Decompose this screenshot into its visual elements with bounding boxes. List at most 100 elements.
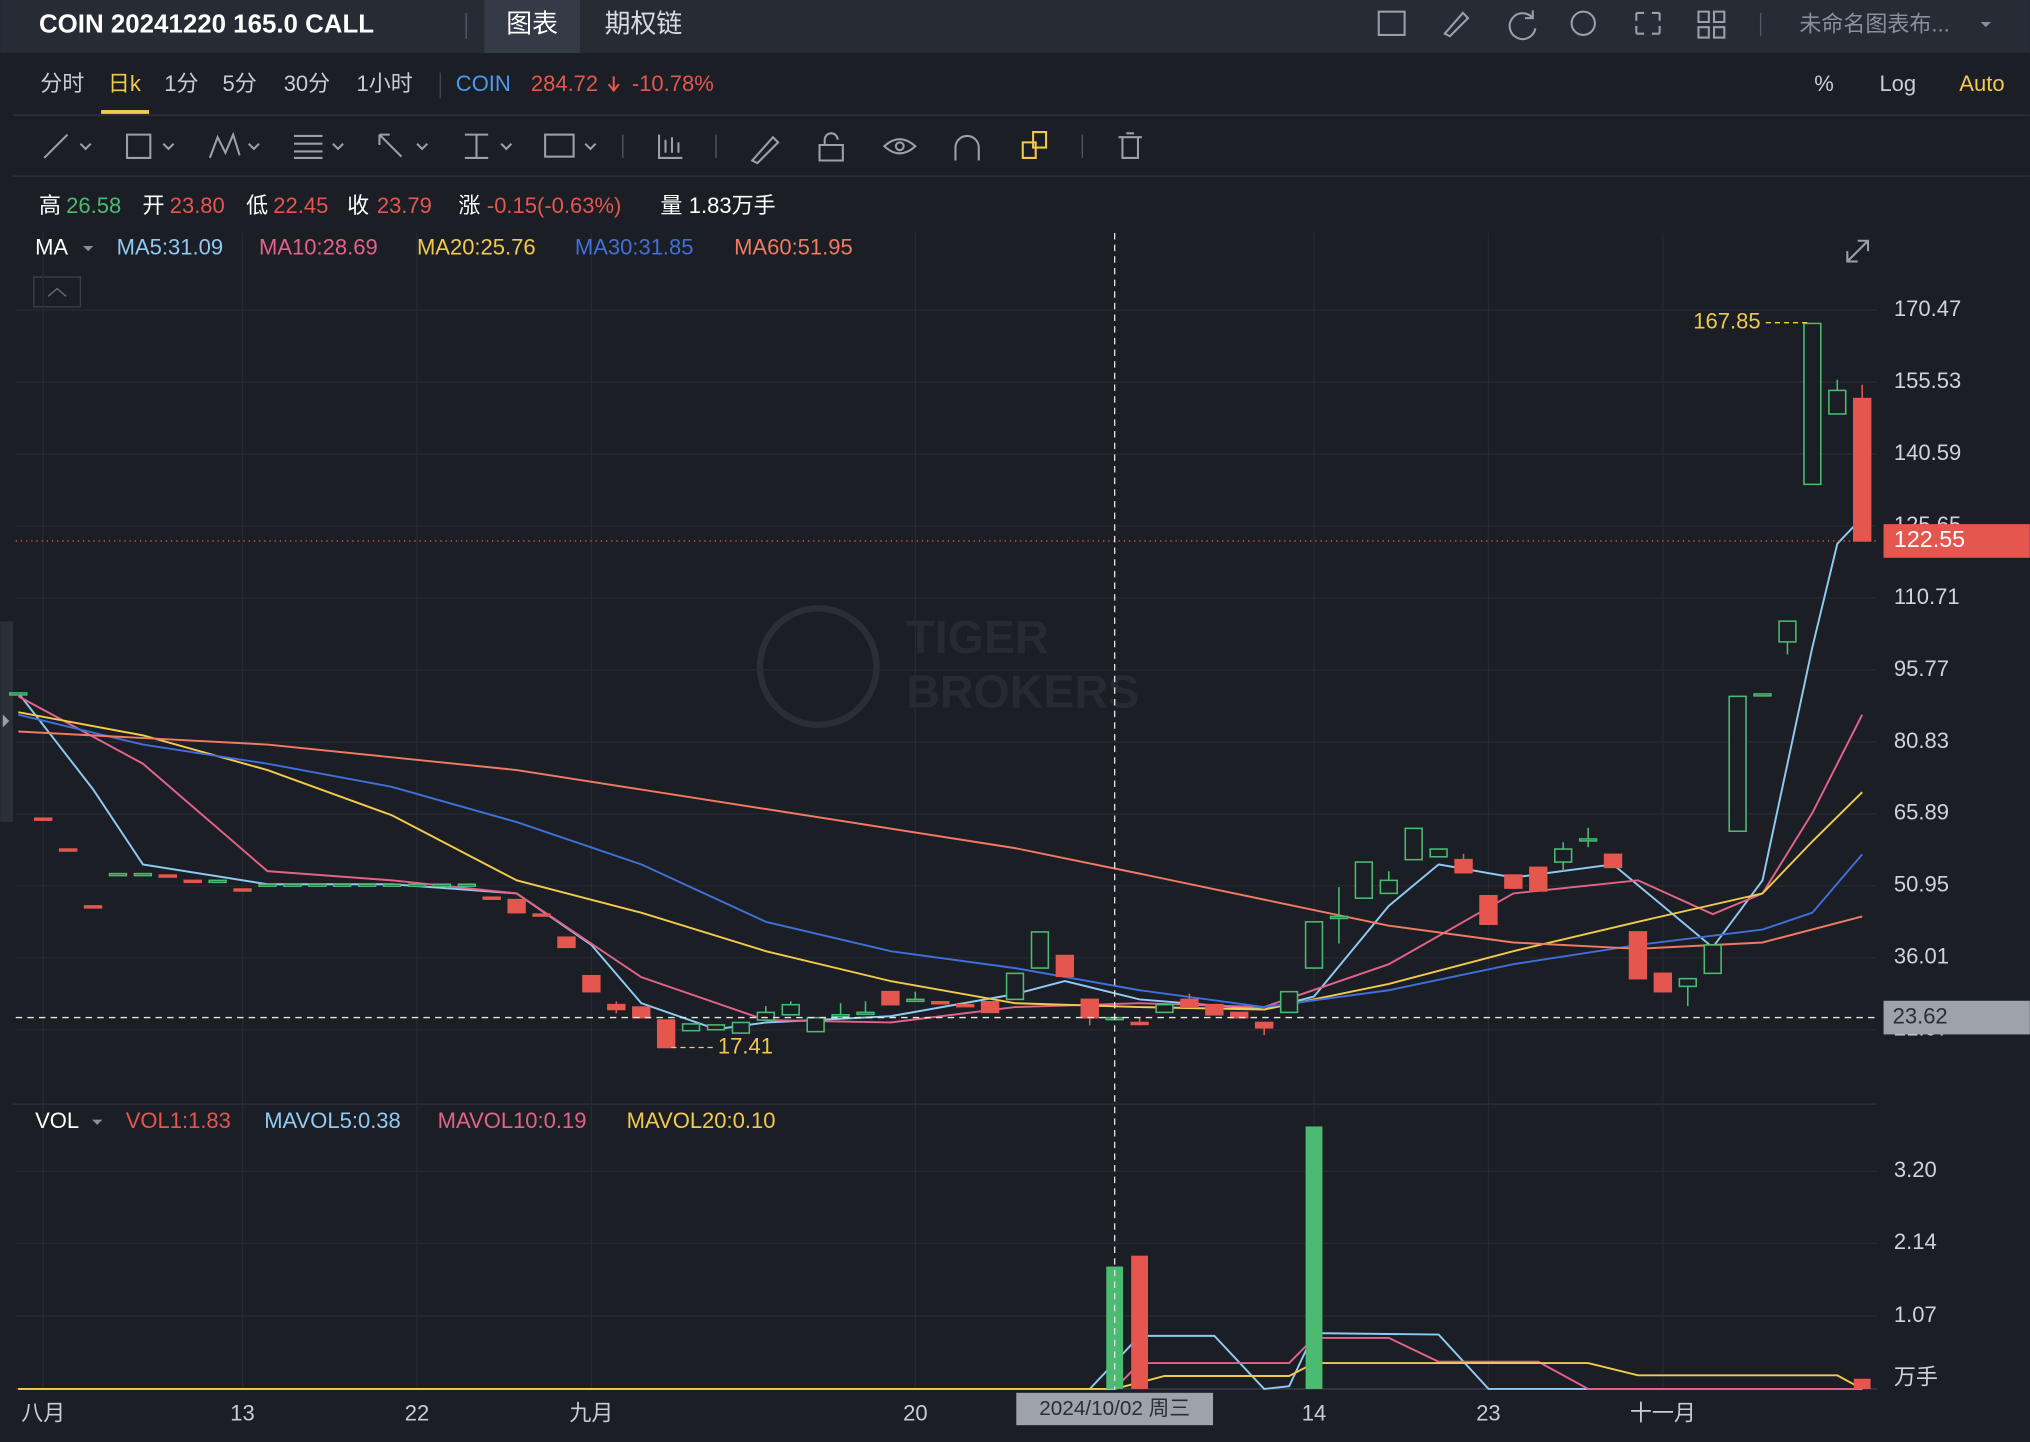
candle-body [1728,695,1747,833]
scale-option[interactable]: Log [1879,71,1916,96]
icon[interactable] [1443,11,1470,38]
crosshair-x-label: 2024/10/02 周三 [1039,1397,1190,1420]
tool[interactable] [544,133,575,158]
candle-body [931,1001,950,1005]
top-bar [0,0,2030,54]
interval[interactable]: 分时 [40,71,84,96]
ohlc-label: 高 [39,193,61,218]
candle-body [58,848,78,852]
candle-body [781,1003,800,1016]
candle-body [881,990,900,1006]
candle-body [731,1021,751,1034]
ma-line [18,713,1863,1009]
icon[interactable] [1377,10,1406,36]
ma-legend-item: MA10:28.69 [259,234,378,259]
candle-body [532,913,551,917]
candle-body [681,1023,701,1032]
candle-body [1703,944,1722,975]
ohlc-value: 26.58 [66,193,121,218]
candle-body [1304,921,1324,969]
vol-legend-title: VOL [35,1108,79,1133]
ma-legend-title: MA [35,234,68,259]
dropdown-arrow[interactable] [1980,22,1992,28]
tool[interactable] [882,138,917,155]
tool[interactable] [1118,132,1142,159]
active-tab-bg[interactable] [484,0,581,54]
watermark-text: TIGER [906,611,1048,663]
ma-line [18,711,1863,1011]
tool[interactable] [954,134,980,161]
candle-body [83,905,103,909]
candle-body [1205,1003,1224,1016]
candle-body [457,883,476,887]
candle-body [1853,397,1872,542]
tool[interactable] [378,133,429,158]
volume-bar [1131,1255,1149,1389]
candle-body [1628,931,1648,980]
candle-body [756,1011,776,1021]
candle-body [1529,866,1548,892]
candle-body [158,874,177,878]
tool[interactable] [43,133,92,159]
candle-body [1653,972,1673,993]
expand-icon[interactable] [1846,239,1870,263]
layout-name[interactable]: 未命名图表布... [1799,12,1949,37]
interval-active[interactable]: 日k [108,71,142,96]
vol-tick-label: 万手 [1894,1364,1938,1389]
candle-body [407,883,427,887]
candle-body [258,883,277,887]
tool[interactable] [894,141,905,152]
candle-body [1354,861,1374,899]
crosshair-y-tag [1883,1000,2030,1035]
tool[interactable] [208,131,260,159]
drawing-toolbar[interactable] [43,130,1142,165]
collapse-button[interactable] [33,276,82,308]
interval[interactable]: 5分 [223,71,257,96]
interval[interactable]: 30分 [284,71,330,96]
tool[interactable] [125,133,175,159]
icon[interactable] [1570,10,1596,36]
icon[interactable] [1635,11,1661,35]
collapse-icon[interactable] [47,287,67,297]
vol-ma-line [18,1336,1863,1390]
icon[interactable] [1508,10,1537,41]
low-label: 17.41 [718,1033,773,1058]
scale-option-active[interactable]: Auto [1959,71,2004,96]
candle-body [1130,1021,1149,1026]
side-arrow[interactable] [2,714,10,728]
candle-body [233,888,252,892]
tab[interactable]: 期权链 [605,10,683,39]
candle-body [1753,693,1772,697]
tab[interactable]: 图表 [506,10,558,39]
candle-body [34,817,53,821]
ma-legend-item: MA30:31.85 [575,234,694,259]
tool[interactable] [294,134,344,159]
quote-change: -10.78% [632,71,714,96]
candle-body [9,692,28,696]
top-icons[interactable] [1377,10,1726,41]
candle-body [1828,389,1847,415]
icon[interactable] [1697,10,1726,39]
ohlc-label: 收 [347,193,369,218]
candle-body [980,1001,1000,1014]
candle-body [1080,998,1099,1019]
ohlc-value: 22.45 [273,193,328,218]
scale-option[interactable]: % [1814,71,1834,96]
tool[interactable] [584,142,597,151]
high-label: 167.85 [1693,309,1760,334]
tool[interactable] [750,135,780,165]
candle-body [1055,954,1075,978]
tool[interactable] [464,133,513,159]
tool[interactable] [818,132,844,162]
legend-arrow [92,1119,103,1125]
candle-body [906,998,925,1003]
interval[interactable]: 1小时 [356,71,412,96]
candle-body [333,883,352,887]
interval[interactable]: 1分 [164,71,198,96]
x-tick-label: 20 [903,1401,927,1426]
candle-body [1554,848,1573,863]
candle-body [283,883,302,887]
tool-active[interactable] [1021,130,1048,159]
tool[interactable] [657,134,683,159]
